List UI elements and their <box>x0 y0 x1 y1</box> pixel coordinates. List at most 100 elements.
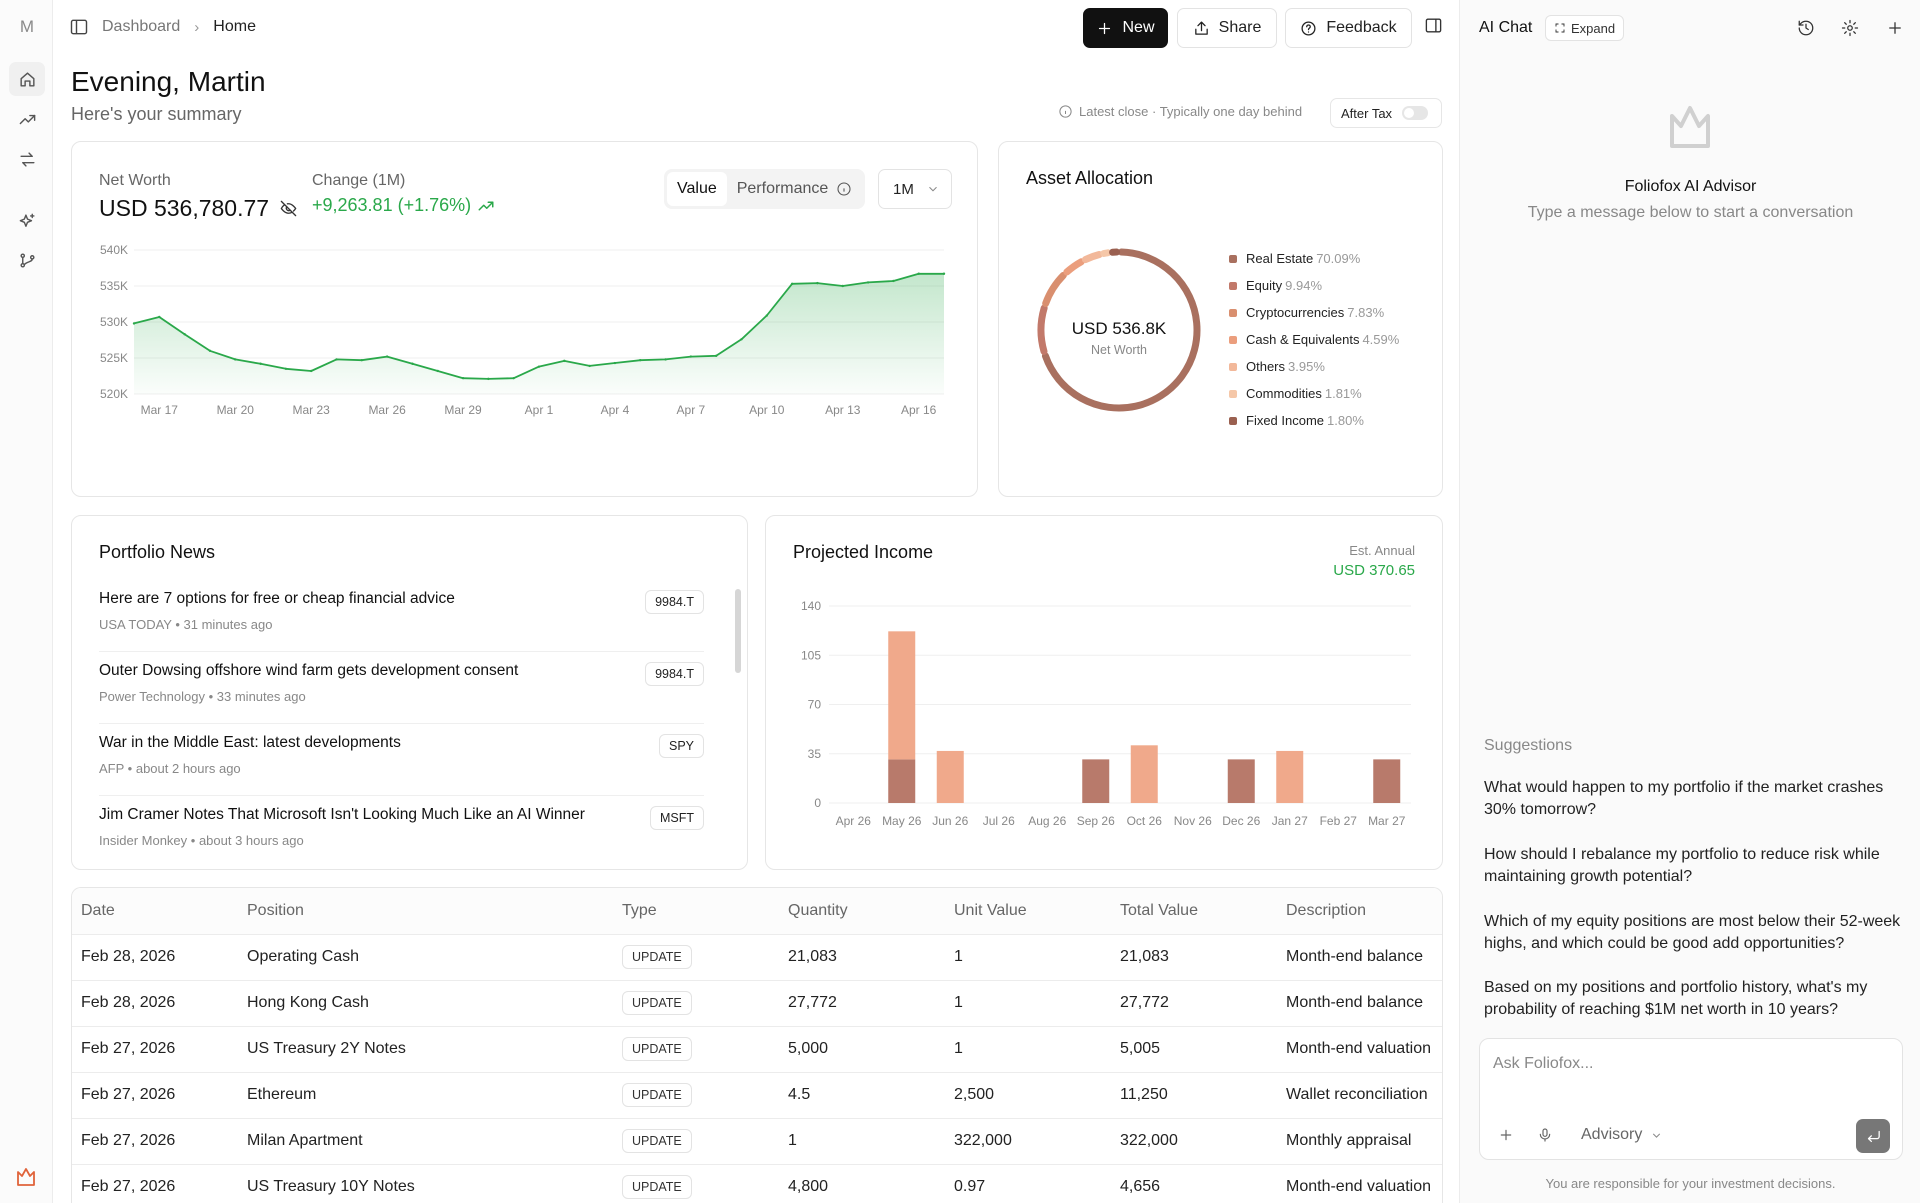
income-bar[interactable] <box>1227 759 1255 803</box>
avatar[interactable]: M <box>19 17 35 36</box>
net-worth-point[interactable] <box>664 358 667 361</box>
net-worth-point[interactable] <box>284 367 288 370</box>
allocation-slice[interactable] <box>1037 304 1048 355</box>
column-header[interactable]: Type <box>613 888 779 935</box>
column-header[interactable]: Quantity <box>779 888 945 935</box>
table-row[interactable]: Feb 27, 2026 Milan Apartment UPDATE 1 322,00… <box>72 1118 1442 1165</box>
table-row[interactable]: Feb 27, 2026 US Treasury 2Y Notes UPDATE 5,… <box>72 1026 1442 1073</box>
net-worth-point[interactable] <box>537 365 541 368</box>
news-item[interactable]: War in the Middle East: latest developme… <box>99 724 704 796</box>
ticker-badge[interactable]: 9984.T <box>645 662 704 686</box>
net-worth-point[interactable] <box>512 376 515 380</box>
ticker-badge[interactable]: MSFT <box>649 806 704 830</box>
mode-select[interactable]: Advisory <box>1581 1126 1663 1144</box>
news-title[interactable]: War in the Middle East: latest developme… <box>99 734 401 751</box>
allocation-slice[interactable] <box>1100 249 1112 257</box>
news-title[interactable]: Outer Dowsing offshore wind farm gets de… <box>99 662 519 679</box>
income-bar[interactable] <box>1276 750 1304 803</box>
net-worth-point[interactable] <box>158 315 161 319</box>
share-button[interactable]: Share <box>1177 8 1277 48</box>
column-header[interactable]: Position <box>238 888 613 935</box>
home-nav-button[interactable] <box>9 62 45 96</box>
value-tab[interactable]: Value <box>667 172 727 206</box>
chat-input-placeholder[interactable]: Ask Foliofox... <box>1493 1055 1594 1072</box>
net-worth-point[interactable] <box>917 272 920 275</box>
allocation-slice[interactable] <box>1063 258 1085 276</box>
table-row[interactable]: Feb 28, 2026 Hong Kong Cash UPDATE 27,772 1 2… <box>72 980 1442 1027</box>
net-worth-point[interactable] <box>234 358 237 361</box>
net-worth-point[interactable] <box>411 362 414 365</box>
income-bar[interactable] <box>1373 759 1401 803</box>
suggestion-item[interactable]: Based on my positions and portfolio hist… <box>1484 979 1868 1018</box>
column-header[interactable]: Unit Value <box>945 888 1111 935</box>
net-worth-point[interactable] <box>436 369 439 373</box>
new-chat-button[interactable] <box>1883 16 1907 40</box>
table-row[interactable]: Feb 27, 2026 US Treasury 10Y Notes UPDATE 4… <box>72 1164 1442 1203</box>
net-worth-point[interactable] <box>588 364 591 368</box>
ticker-badge[interactable]: SPY <box>658 734 704 758</box>
allocation-slice[interactable] <box>1042 271 1067 308</box>
suggestion-item[interactable]: Which of my equity positions are most be… <box>1484 913 1901 952</box>
eye-off-icon[interactable] <box>279 199 298 218</box>
send-button[interactable] <box>1856 1119 1890 1153</box>
net-worth-point[interactable] <box>208 349 212 352</box>
foliofox-logo-icon[interactable] <box>14 1165 38 1189</box>
net-worth-point[interactable] <box>765 314 769 317</box>
net-worth-point[interactable] <box>942 272 946 275</box>
net-worth-point[interactable] <box>639 358 642 362</box>
suggestion-item[interactable]: What would happen to my portfolio if the… <box>1484 779 1884 818</box>
right-panel-toggle-button[interactable] <box>1424 16 1448 40</box>
performance-nav-button[interactable] <box>9 102 45 136</box>
net-worth-point[interactable] <box>563 359 566 363</box>
feedback-button[interactable]: Feedback <box>1285 8 1412 48</box>
chat-input-box[interactable]: Ask Foliofox... Advisory <box>1479 1038 1903 1160</box>
attach-button[interactable] <box>1498 1127 1516 1145</box>
net-worth-point[interactable] <box>816 281 819 285</box>
net-worth-point[interactable] <box>360 358 364 362</box>
net-worth-point[interactable] <box>487 377 490 381</box>
income-bar[interactable] <box>888 631 916 760</box>
insights-nav-button[interactable] <box>9 204 45 238</box>
news-item[interactable]: Here are 7 options for free or cheap fin… <box>99 580 704 652</box>
net-worth-point[interactable] <box>461 376 465 380</box>
allocation-slice[interactable] <box>1081 251 1103 264</box>
news-scrollbar[interactable] <box>735 589 741 673</box>
column-header[interactable]: Description <box>1277 888 1442 935</box>
net-worth-point[interactable] <box>790 282 794 286</box>
expand-button[interactable]: Expand <box>1545 15 1625 41</box>
income-bar[interactable] <box>888 759 916 803</box>
column-header[interactable]: Total Value <box>1111 888 1277 935</box>
income-bar[interactable] <box>1082 759 1110 803</box>
news-item[interactable]: Jim Cramer Notes That Microsoft Isn't Lo… <box>99 796 704 868</box>
period-select[interactable]: 1M <box>878 169 952 209</box>
history-button[interactable] <box>1794 16 1818 40</box>
new-button[interactable]: New <box>1083 8 1168 48</box>
breadcrumb-root[interactable]: Dashboard <box>102 18 181 35</box>
microphone-button[interactable] <box>1537 1127 1555 1145</box>
after-tax-toggle[interactable]: After Tax <box>1330 98 1442 128</box>
news-title[interactable]: Jim Cramer Notes That Microsoft Isn't Lo… <box>99 806 585 823</box>
net-worth-point[interactable] <box>183 333 186 336</box>
table-row[interactable]: Feb 27, 2026 Ethereum UPDATE 4.5 2,500 11,250… <box>72 1072 1442 1119</box>
allocation-slice[interactable] <box>1041 248 1201 412</box>
news-item[interactable]: Outer Dowsing offshore wind farm gets de… <box>99 652 704 724</box>
transactions-nav-button[interactable] <box>9 142 45 176</box>
net-worth-point[interactable] <box>385 355 389 358</box>
net-worth-point[interactable] <box>259 362 262 365</box>
net-worth-point[interactable] <box>335 358 338 361</box>
column-header[interactable]: Date <box>72 888 238 935</box>
sidebar-toggle-button[interactable] <box>69 17 91 39</box>
net-worth-point[interactable] <box>866 281 870 284</box>
news-title[interactable]: Here are 7 options for free or cheap fin… <box>99 590 455 607</box>
net-worth-point[interactable] <box>892 279 895 283</box>
settings-button[interactable] <box>1838 16 1862 40</box>
income-bar[interactable] <box>1130 745 1158 803</box>
performance-tab[interactable]: Performance <box>727 172 863 206</box>
net-worth-point[interactable] <box>613 361 617 365</box>
net-worth-point[interactable] <box>841 284 844 288</box>
scenarios-nav-button[interactable] <box>9 243 45 277</box>
suggestion-item[interactable]: How should I rebalance my portfolio to r… <box>1484 846 1880 885</box>
ticker-badge[interactable]: 9984.T <box>645 590 704 614</box>
net-worth-point[interactable] <box>740 338 743 341</box>
income-bar[interactable] <box>936 750 964 803</box>
